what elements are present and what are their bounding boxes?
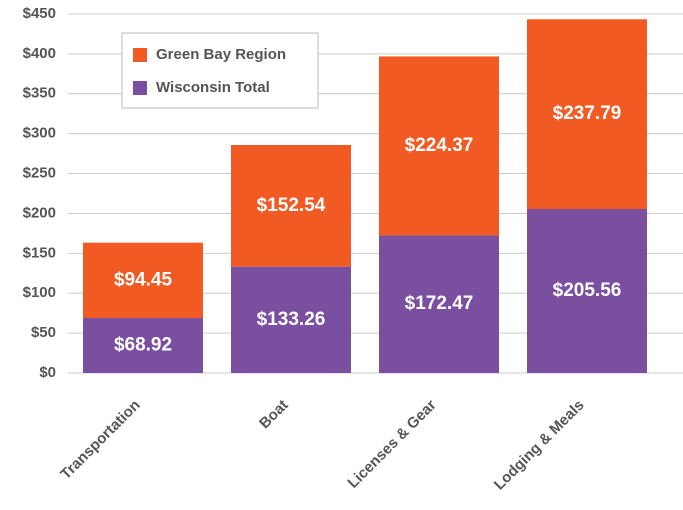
value-label: $237.79 (553, 103, 622, 124)
value-label: $68.92 (114, 335, 172, 356)
value-label: $224.37 (405, 135, 474, 156)
legend-swatch (133, 81, 147, 95)
value-label: $152.54 (257, 195, 326, 216)
y-tick-label: $150 (23, 244, 56, 261)
legend-label: Wisconsin Total (156, 79, 270, 96)
y-tick-label: $200 (23, 204, 56, 221)
legend-swatch (133, 48, 147, 62)
bar-segment (379, 56, 499, 236)
y-tick-label: $0 (39, 364, 56, 381)
value-label: $205.56 (553, 280, 622, 301)
bar-segment (379, 235, 499, 373)
legend-box (121, 32, 319, 109)
x-tick-label: Boat (256, 397, 292, 433)
bar-segment (231, 144, 351, 267)
value-label: $172.47 (405, 293, 474, 314)
y-tick-label: $400 (23, 45, 56, 62)
value-label: $94.45 (114, 269, 173, 290)
bar-segment (527, 19, 647, 210)
bar-segment (231, 266, 351, 373)
bar-segment (83, 242, 203, 319)
x-tick-label: Licenses & Gear (344, 397, 439, 492)
y-tick-label: $300 (23, 125, 56, 142)
value-label: $133.26 (257, 309, 326, 330)
legend-label: Green Bay Region (156, 46, 286, 63)
x-tick-label: Lodging & Meals (491, 397, 588, 494)
y-tick-label: $450 (23, 5, 56, 22)
y-tick-label: $50 (31, 324, 56, 341)
y-tick-label: $250 (23, 165, 56, 182)
y-tick-label: $100 (23, 284, 56, 301)
x-tick-label: Transportation (57, 397, 143, 483)
bar-segment (527, 209, 647, 373)
bar-segment (83, 318, 203, 373)
y-tick-label: $350 (23, 85, 56, 102)
